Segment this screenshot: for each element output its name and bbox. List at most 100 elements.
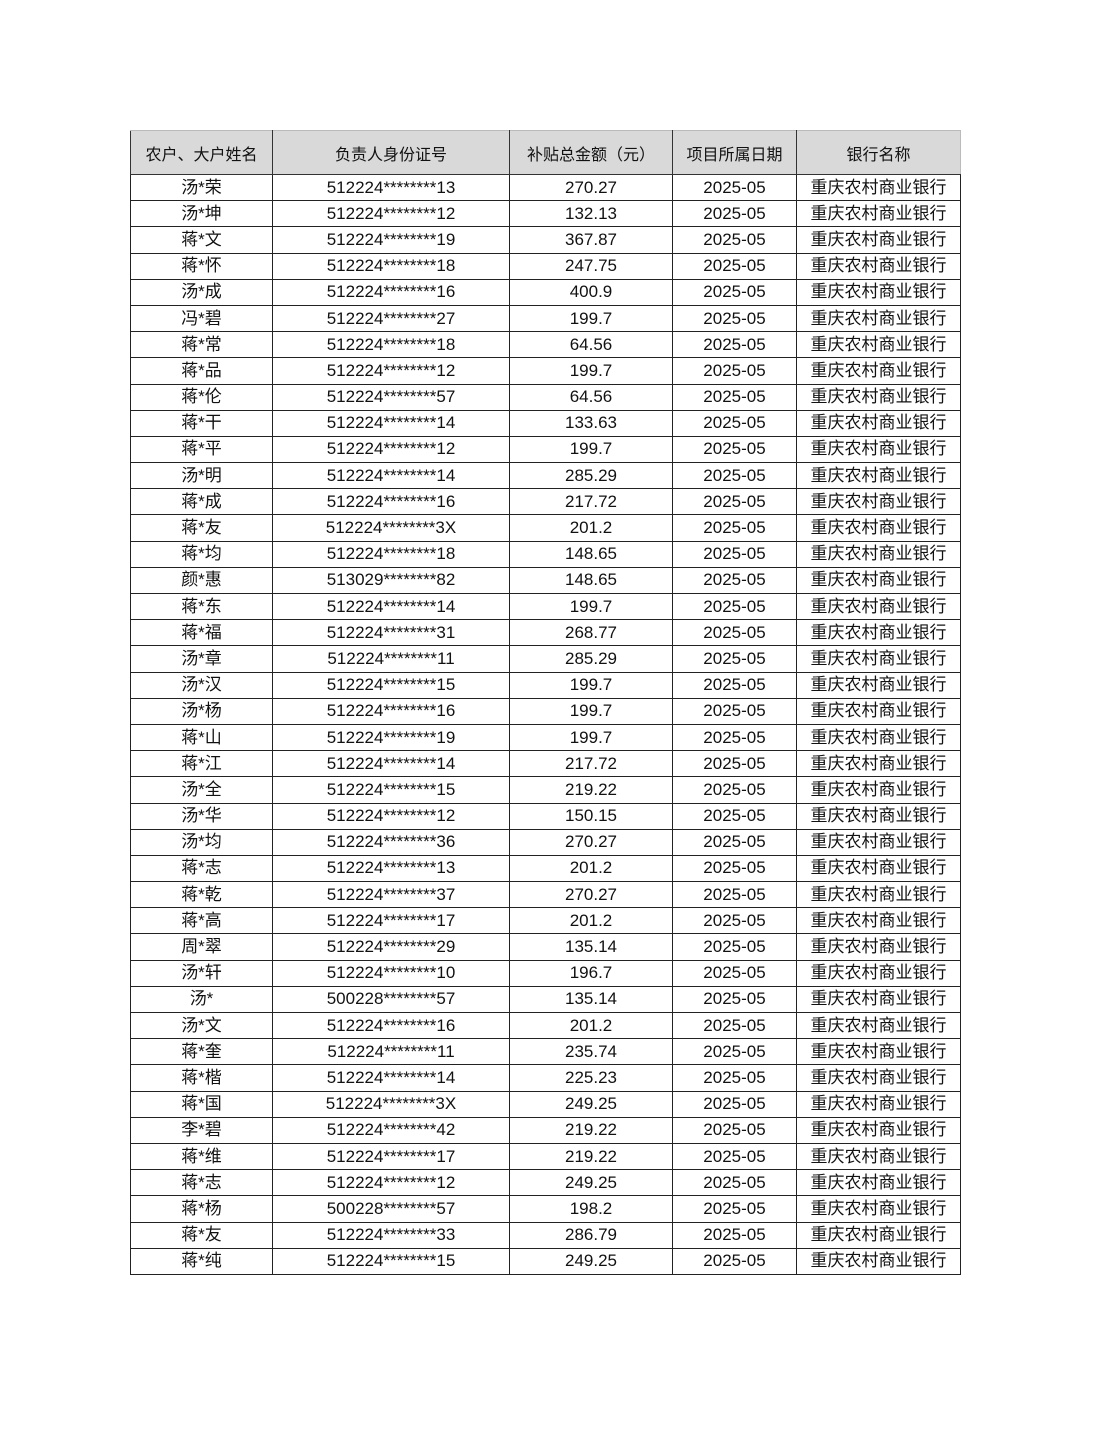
cell-project-date: 2025-05 bbox=[672, 750, 797, 778]
cell-project-date: 2025-05 bbox=[672, 1195, 797, 1223]
cell-bank-name: 重庆农村商业银行 bbox=[796, 435, 961, 464]
cell-project-date: 2025-05 bbox=[672, 802, 797, 830]
cell-bank-name: 重庆农村商业银行 bbox=[796, 697, 961, 725]
cell-bank-name: 重庆农村商业银行 bbox=[796, 1064, 961, 1092]
cell-subsidy-amount: 235.74 bbox=[509, 1038, 673, 1066]
cell-id-number: 512224********13 bbox=[272, 854, 510, 883]
table-row: 蒋*干 512224********14 133.63 2025-05 重庆农村商业银行 bbox=[130, 409, 961, 437]
cell-farmer-name: 汤*均 bbox=[130, 828, 273, 856]
cell-subsidy-amount: 270.27 bbox=[509, 173, 673, 202]
cell-farmer-name: 蒋*杨 bbox=[130, 1195, 273, 1223]
cell-id-number: 512224********12 bbox=[272, 357, 510, 385]
cell-project-date: 2025-05 bbox=[672, 1142, 797, 1171]
cell-id-number: 512224********12 bbox=[272, 802, 510, 830]
cell-farmer-name: 蒋*品 bbox=[130, 357, 273, 385]
cell-id-number: 512224********14 bbox=[272, 1064, 510, 1092]
cell-id-number: 512224********18 bbox=[272, 540, 510, 568]
cell-project-date: 2025-05 bbox=[672, 304, 797, 333]
table-row: 蒋*楷 512224********14 225.23 2025-05 重庆农村商业银行 bbox=[130, 1064, 961, 1092]
table-row: 汤*章 512224********11 285.29 2025-05 重庆农村商业银行 bbox=[130, 645, 961, 673]
cell-farmer-name: 蒋*志 bbox=[130, 1169, 273, 1197]
cell-farmer-name: 汤*明 bbox=[130, 462, 273, 490]
cell-id-number: 512224********14 bbox=[272, 409, 510, 437]
cell-subsidy-amount: 285.29 bbox=[509, 462, 673, 490]
table-row: 冯*碧 512224********27 199.7 2025-05 重庆农村商业银行 bbox=[130, 304, 961, 333]
cell-bank-name: 重庆农村商业银行 bbox=[796, 252, 961, 280]
cell-bank-name: 重庆农村商业银行 bbox=[796, 881, 961, 909]
cell-subsidy-amount: 201.2 bbox=[509, 907, 673, 935]
cell-subsidy-amount: 219.22 bbox=[509, 1116, 673, 1144]
cell-subsidy-amount: 201.2 bbox=[509, 854, 673, 883]
cell-project-date: 2025-05 bbox=[672, 566, 797, 595]
cell-project-date: 2025-05 bbox=[672, 409, 797, 437]
table-row: 汤*杨 512224********16 199.7 2025-05 重庆农村商业银行 bbox=[130, 697, 961, 725]
cell-id-number: 512224********19 bbox=[272, 226, 510, 254]
cell-subsidy-amount: 199.7 bbox=[509, 435, 673, 464]
cell-farmer-name: 蒋*志 bbox=[130, 854, 273, 883]
cell-subsidy-amount: 135.14 bbox=[509, 933, 673, 961]
cell-id-number: 512224********29 bbox=[272, 933, 510, 961]
cell-bank-name: 重庆农村商业银行 bbox=[796, 592, 961, 621]
cell-farmer-name: 蒋*怀 bbox=[130, 252, 273, 280]
table-row: 李*碧 512224********42 219.22 2025-05 重庆农村商业银行 bbox=[130, 1116, 961, 1144]
cell-farmer-name: 汤*章 bbox=[130, 645, 273, 673]
cell-subsidy-amount: 285.29 bbox=[509, 645, 673, 673]
cell-bank-name: 重庆农村商业银行 bbox=[796, 907, 961, 935]
cell-subsidy-amount: 219.22 bbox=[509, 776, 673, 804]
cell-bank-name: 重庆农村商业银行 bbox=[796, 357, 961, 385]
cell-project-date: 2025-05 bbox=[672, 200, 797, 228]
cell-subsidy-amount: 201.2 bbox=[509, 1011, 673, 1040]
cell-subsidy-amount: 135.14 bbox=[509, 985, 673, 1014]
cell-id-number: 512224********57 bbox=[272, 383, 510, 411]
cell-subsidy-amount: 249.25 bbox=[509, 1090, 673, 1118]
cell-project-date: 2025-05 bbox=[672, 331, 797, 359]
cell-bank-name: 重庆农村商业银行 bbox=[796, 462, 961, 490]
cell-subsidy-amount: 270.27 bbox=[509, 881, 673, 909]
cell-project-date: 2025-05 bbox=[672, 776, 797, 804]
cell-project-date: 2025-05 bbox=[672, 514, 797, 542]
cell-id-number: 512224********14 bbox=[272, 592, 510, 621]
table-row: 汤*均 512224********36 270.27 2025-05 重庆农村商业银行 bbox=[130, 828, 961, 856]
cell-id-number: 512224********15 bbox=[272, 776, 510, 804]
cell-id-number: 512224********14 bbox=[272, 462, 510, 490]
cell-farmer-name: 蒋*成 bbox=[130, 488, 273, 516]
cell-id-number: 512224********17 bbox=[272, 1142, 510, 1171]
cell-farmer-name: 蒋*山 bbox=[130, 723, 273, 752]
cell-farmer-name: 冯*碧 bbox=[130, 304, 273, 333]
cell-project-date: 2025-05 bbox=[672, 488, 797, 516]
table-row: 蒋*文 512224********19 367.87 2025-05 重庆农村商业银行 bbox=[130, 226, 961, 254]
cell-bank-name: 重庆农村商业银行 bbox=[796, 959, 961, 987]
table-row: 蒋*品 512224********12 199.7 2025-05 重庆农村商业银行 bbox=[130, 357, 961, 385]
table-body: 汤*荣 512224********13 270.27 2025-05 重庆农村商业银行… bbox=[130, 173, 961, 1275]
table-row: 蒋*杨 500228********57 198.2 2025-05 重庆农村商业银行 bbox=[130, 1195, 961, 1223]
cell-project-date: 2025-05 bbox=[672, 723, 797, 752]
cell-project-date: 2025-05 bbox=[672, 1169, 797, 1197]
table-row: 蒋*成 512224********16 217.72 2025-05 重庆农村商业银行 bbox=[130, 488, 961, 516]
table-header-row: 农户、大户姓名 负责人身份证号 补贴总金额（元） 项目所属日期 银行名称 bbox=[130, 130, 961, 175]
cell-id-number: 512224********16 bbox=[272, 697, 510, 725]
cell-bank-name: 重庆农村商业银行 bbox=[796, 1247, 961, 1275]
table-row: 汤*华 512224********12 150.15 2025-05 重庆农村商业银行 bbox=[130, 802, 961, 830]
cell-farmer-name: 蒋*伦 bbox=[130, 383, 273, 411]
table-row: 颜*惠 513029********82 148.65 2025-05 重庆农村商业银行 bbox=[130, 566, 961, 595]
cell-farmer-name: 蒋*楷 bbox=[130, 1064, 273, 1092]
cell-farmer-name: 蒋*东 bbox=[130, 592, 273, 621]
cell-project-date: 2025-05 bbox=[672, 985, 797, 1014]
table-row: 汤*成 512224********16 400.9 2025-05 重庆农村商业银行 bbox=[130, 278, 961, 306]
cell-project-date: 2025-05 bbox=[672, 462, 797, 490]
cell-project-date: 2025-05 bbox=[672, 1064, 797, 1092]
cell-bank-name: 重庆农村商业银行 bbox=[796, 331, 961, 359]
cell-project-date: 2025-05 bbox=[672, 645, 797, 673]
cell-id-number: 512224********12 bbox=[272, 435, 510, 464]
cell-id-number: 512224********33 bbox=[272, 1221, 510, 1249]
cell-farmer-name: 蒋*干 bbox=[130, 409, 273, 437]
cell-bank-name: 重庆农村商业银行 bbox=[796, 1090, 961, 1118]
table-row: 汤*坤 512224********12 132.13 2025-05 重庆农村商业银行 bbox=[130, 200, 961, 228]
cell-bank-name: 重庆农村商业银行 bbox=[796, 619, 961, 647]
cell-subsidy-amount: 199.7 bbox=[509, 697, 673, 725]
cell-bank-name: 重庆农村商业银行 bbox=[796, 1169, 961, 1197]
table-row: 蒋*均 512224********18 148.65 2025-05 重庆农村商业银行 bbox=[130, 540, 961, 568]
cell-project-date: 2025-05 bbox=[672, 1116, 797, 1144]
table-row: 汤*轩 512224********10 196.7 2025-05 重庆农村商业银行 bbox=[130, 959, 961, 987]
cell-subsidy-amount: 199.7 bbox=[509, 304, 673, 333]
